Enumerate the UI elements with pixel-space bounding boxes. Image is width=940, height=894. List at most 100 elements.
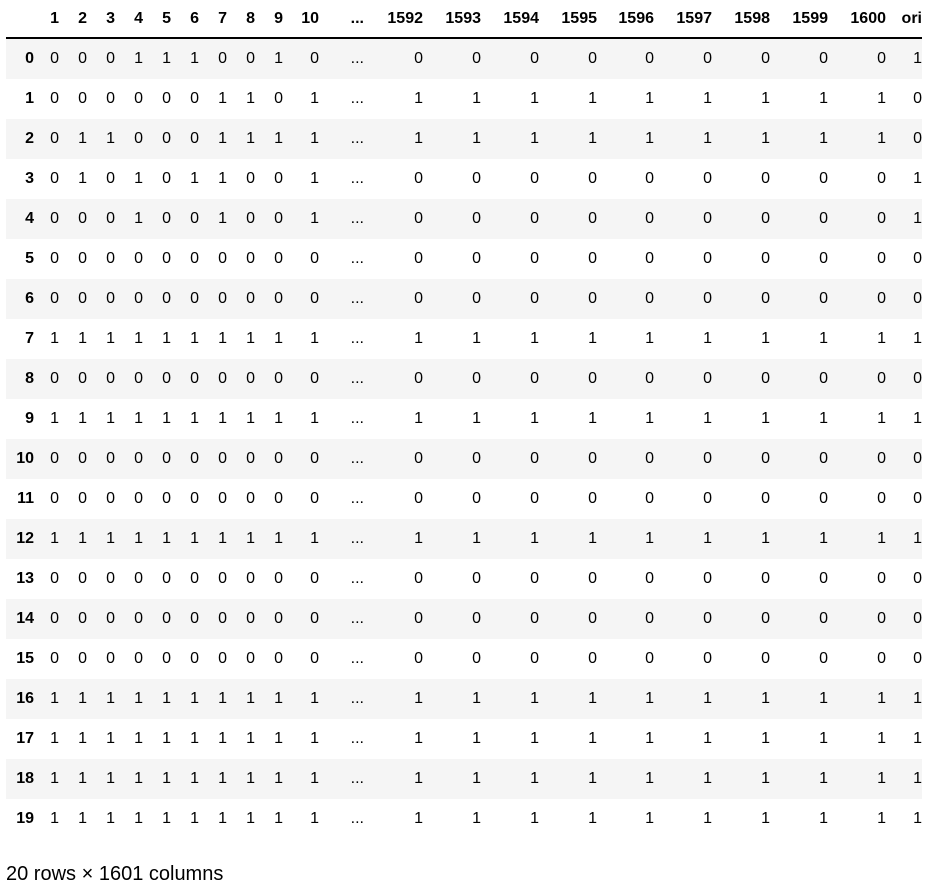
table-cell: 0 [190, 130, 199, 147]
table-cell: 0 [274, 170, 283, 187]
table-cell: 1 [819, 330, 828, 347]
table-cell: 1 [106, 810, 115, 827]
column-header: 6 [171, 0, 199, 39]
table-cell: 0 [414, 490, 423, 507]
table-cell: 0 [819, 250, 828, 267]
column-header: 8 [227, 0, 255, 39]
table-row: 1 0 0 0 0 0 0 1 1 0 1... 1 1 1 1 1 1 1 1 1 0 [6, 79, 922, 119]
table-row: 3 0 1 0 1 0 1 1 0 0 1... 0 0 0 0 0 0 0 0 0 1 [6, 159, 922, 199]
row-index: 8 [25, 370, 34, 387]
column-header: 4 [115, 0, 143, 39]
table-cell: 0 [414, 290, 423, 307]
table-cell: 1 [78, 410, 87, 427]
table-cell: 0 [134, 290, 143, 307]
table-cell: 1 [218, 410, 227, 427]
table-cell: 1 [190, 330, 199, 347]
table-cell: 1 [218, 730, 227, 747]
table-cell: 0 [530, 370, 539, 387]
table-cell: 0 [78, 210, 87, 227]
table-cell: 1 [761, 810, 770, 827]
table-cell: 1 [703, 770, 712, 787]
column-header: 1594 [481, 0, 539, 39]
table-cell: 0 [761, 650, 770, 667]
table-cell: 0 [310, 290, 319, 307]
table-cell: 1 [472, 690, 481, 707]
table-cell: 0 [218, 250, 227, 267]
table-cell: 1 [761, 130, 770, 147]
table-cell: 0 [819, 570, 828, 587]
table-cell: 1 [190, 170, 199, 187]
table-cell: 1 [877, 330, 886, 347]
table-cell: 1 [310, 810, 319, 827]
table-cell: 1 [530, 690, 539, 707]
row-index: 9 [25, 410, 34, 427]
table-cell: 0 [761, 170, 770, 187]
table-cell: 1 [414, 730, 423, 747]
table-cell: 0 [78, 650, 87, 667]
table-cell: 1 [50, 770, 59, 787]
table-cell: 1 [106, 530, 115, 547]
table-cell: 0 [78, 490, 87, 507]
table-cell: 0 [414, 170, 423, 187]
table-cell: 0 [50, 490, 59, 507]
table-cell: 1 [218, 690, 227, 707]
table-cell: 1 [190, 810, 199, 827]
dataframe-table: 1 2 3 4 5 6 7 8 9 10... 1592 1593 1594 1595 1596 1597 15… [6, 0, 922, 839]
table-cell: 1 [162, 50, 171, 67]
table-cell: ... [350, 650, 364, 667]
table-cell: 1 [530, 810, 539, 827]
table-cell: 1 [246, 330, 255, 347]
table-cell: 1 [162, 410, 171, 427]
table-row: 0 0 0 0 1 1 1 0 0 1 0... 0 0 0 0 0 0 0 0 0 1 [6, 38, 922, 79]
table-cell: 0 [703, 250, 712, 267]
table-cell: 0 [645, 610, 654, 627]
table-cell: 0 [246, 170, 255, 187]
column-header: 1599 [770, 0, 828, 39]
table-cell: 0 [877, 250, 886, 267]
table-cell: 0 [819, 610, 828, 627]
table-cell: 0 [310, 370, 319, 387]
table-cell: 1 [913, 210, 922, 227]
table-cell: ... [350, 570, 364, 587]
column-header: 10 [283, 0, 319, 39]
table-cell: 0 [246, 490, 255, 507]
table-cell: 0 [246, 570, 255, 587]
column-header: 1598 [712, 0, 770, 39]
table-cell: 1 [472, 810, 481, 827]
table-cell: 0 [78, 50, 87, 67]
table-cell: ... [350, 290, 364, 307]
table-cell: 0 [218, 370, 227, 387]
table-cell: 0 [274, 210, 283, 227]
table-cell: 1 [310, 530, 319, 547]
column-header: 2 [59, 0, 87, 39]
table-cell: 0 [472, 450, 481, 467]
table-cell: 1 [246, 90, 255, 107]
table-cell: 1 [414, 770, 423, 787]
table-cell: 0 [106, 50, 115, 67]
table-cell: 1 [703, 90, 712, 107]
table-cell: 1 [190, 690, 199, 707]
table-cell: 1 [134, 330, 143, 347]
table-row: 11 0 0 0 0 0 0 0 0 0 0... 0 0 0 0 0 0 0 0 0 0 [6, 479, 922, 519]
column-header: 9 [255, 0, 283, 39]
table-cell: 0 [106, 650, 115, 667]
table-cell: 1 [913, 810, 922, 827]
row-index: 4 [25, 210, 34, 227]
table-cell: 1 [190, 530, 199, 547]
table-cell: 0 [472, 290, 481, 307]
table-cell: 1 [78, 690, 87, 707]
table-body: 0 0 0 0 1 1 1 0 0 1 0... 0 0 0 0 0 0 0 0 0 1 1 0 0 0 0 0 0 1 1 0 1... 1 1… [6, 38, 922, 839]
table-cell: 0 [913, 610, 922, 627]
table-cell: 0 [819, 50, 828, 67]
table-cell: 0 [310, 650, 319, 667]
table-cell: 0 [588, 370, 597, 387]
table-cell: 0 [78, 370, 87, 387]
row-index: 17 [16, 730, 34, 747]
table-cell: 1 [645, 690, 654, 707]
table-cell: 0 [761, 210, 770, 227]
table-cell: 0 [162, 250, 171, 267]
table-cell: 0 [274, 90, 283, 107]
table-cell: 1 [162, 690, 171, 707]
table-cell: 1 [274, 130, 283, 147]
